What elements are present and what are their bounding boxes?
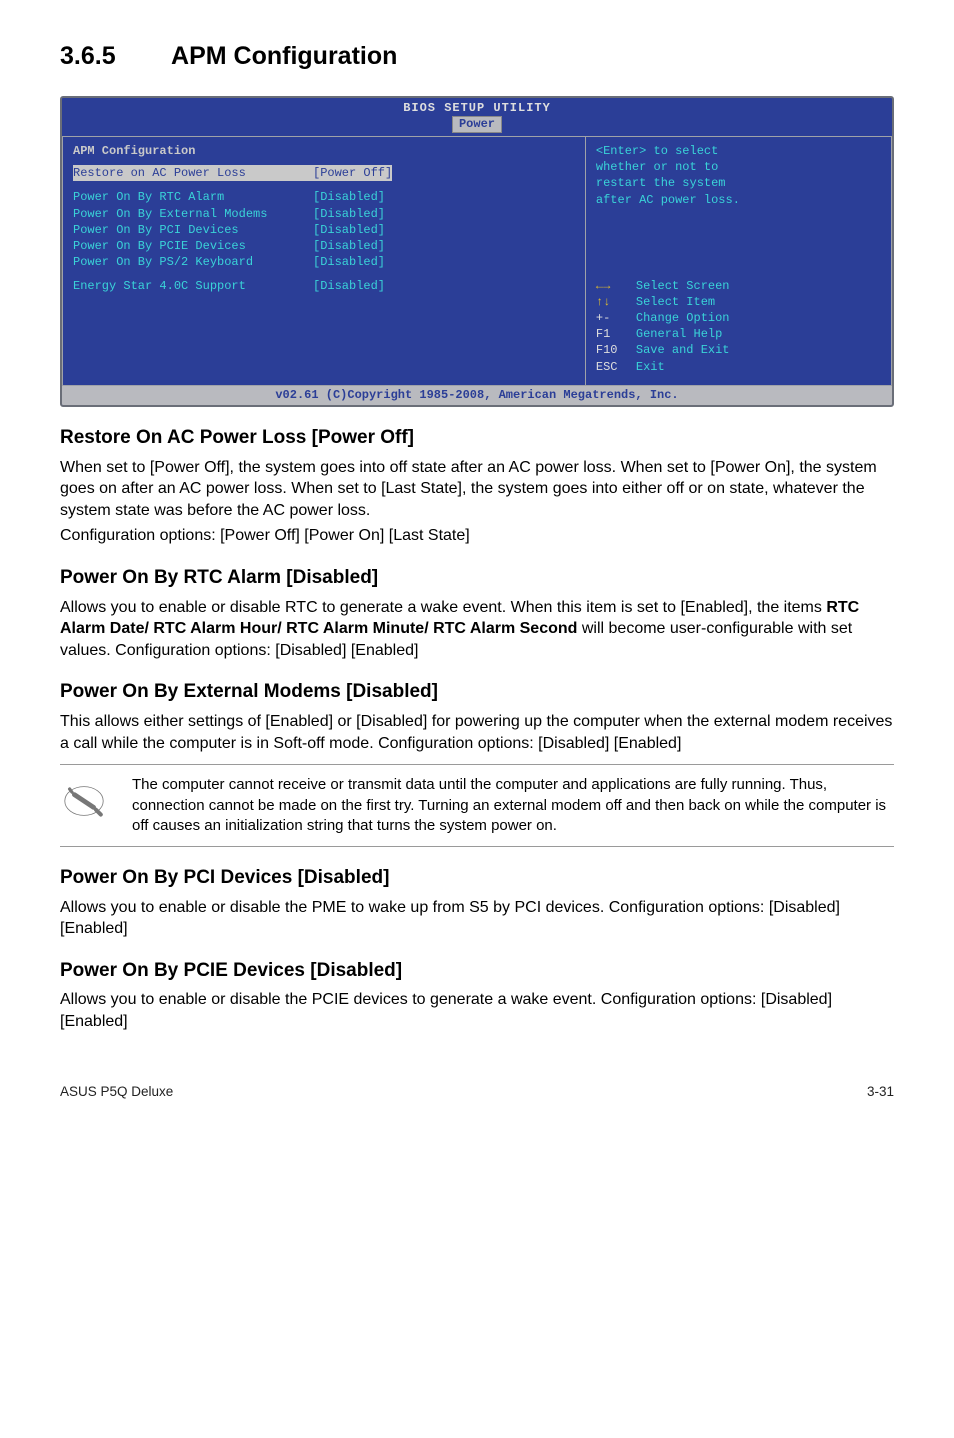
bios-setting-row: Power On By PCI Devices[Disabled]	[73, 222, 575, 238]
subheading-restore: Restore On AC Power Loss [Power Off]	[60, 425, 894, 451]
section-title: APM Configuration	[171, 42, 397, 70]
bios-active-tab: Power	[452, 116, 502, 133]
bios-setting-label: Energy Star 4.0C Support	[73, 278, 313, 294]
bios-setting-value: [Disabled]	[313, 254, 385, 270]
bios-setting-row: Power On By PCIE Devices[Disabled]	[73, 238, 575, 254]
footer-left: ASUS P5Q Deluxe	[60, 1083, 173, 1101]
bios-nav-key: +-	[596, 310, 636, 326]
subheading-pcie: Power On By PCIE Devices [Disabled]	[60, 958, 894, 984]
text-span: Allows you to enable or disable RTC to g…	[60, 599, 826, 616]
section-number: 3.6.5	[60, 40, 165, 74]
paragraph: This allows either settings of [Enabled]…	[60, 711, 894, 754]
bios-nav-key: F1	[596, 326, 636, 342]
bios-body: APM Configuration Restore on AC Power Lo…	[62, 136, 892, 386]
bios-footer: v02.61 (C)Copyright 1985-2008, American …	[62, 386, 892, 405]
bios-nav-help: ←→Select Screen↑↓Select Item+-Change Opt…	[596, 278, 881, 375]
bios-nav-row: ↑↓Select Item	[596, 294, 881, 310]
bios-nav-row: F10Save and Exit	[596, 342, 881, 358]
bios-help-line: restart the system	[596, 175, 881, 191]
paragraph: Allows you to enable or disable the PCIE…	[60, 989, 894, 1032]
paragraph: Allows you to enable or disable RTC to g…	[60, 597, 894, 662]
subheading-extmodem: Power On By External Modems [Disabled]	[60, 679, 894, 705]
bios-nav-text: Change Option	[636, 310, 730, 326]
bios-setting-label: Power On By RTC Alarm	[73, 189, 313, 205]
bios-right-panel: <Enter> to selectwhether or not torestar…	[585, 137, 892, 386]
bios-nav-row: +-Change Option	[596, 310, 881, 326]
bios-setting-row: Energy Star 4.0C Support[Disabled]	[73, 278, 575, 294]
bios-nav-text: Select Item	[636, 294, 715, 310]
note-icon	[60, 775, 114, 832]
bios-setting-row: Restore on AC Power Loss[Power Off]	[73, 165, 392, 181]
bios-setting-label: Power On By PCIE Devices	[73, 238, 313, 254]
bios-setting-value: [Disabled]	[313, 222, 385, 238]
paragraph: When set to [Power Off], the system goes…	[60, 457, 894, 522]
bios-section-header: APM Configuration	[73, 143, 575, 159]
bios-nav-text: Save and Exit	[636, 342, 730, 358]
bios-nav-row: ←→Select Screen	[596, 278, 881, 294]
bios-setting-row: Power On By RTC Alarm[Disabled]	[73, 189, 575, 205]
footer-right: 3-31	[867, 1083, 894, 1101]
bios-setting-value: [Power Off]	[313, 165, 392, 181]
bios-setting-value: [Disabled]	[313, 238, 385, 254]
bios-setting-value: [Disabled]	[313, 278, 385, 294]
bios-setting-label: Restore on AC Power Loss	[73, 165, 313, 181]
paragraph: Allows you to enable or disable the PME …	[60, 897, 894, 940]
bios-nav-key: ESC	[596, 359, 636, 375]
bios-help-line: whether or not to	[596, 159, 881, 175]
bios-setting-label: Power On By PCI Devices	[73, 222, 313, 238]
section-heading: 3.6.5 APM Configuration	[60, 40, 894, 74]
bios-nav-text: Exit	[636, 359, 665, 375]
paragraph: Configuration options: [Power Off] [Powe…	[60, 525, 894, 547]
bios-title-text: BIOS SETUP UTILITY	[403, 100, 551, 116]
bios-help-line: <Enter> to select	[596, 143, 881, 159]
bios-setting-label: Power On By External Modems	[73, 206, 313, 222]
bios-screenshot: BIOS SETUP UTILITY Power APM Configurati…	[60, 96, 894, 407]
bios-help-text: <Enter> to selectwhether or not torestar…	[596, 143, 881, 208]
bios-nav-text: General Help	[636, 326, 722, 342]
bios-left-panel: APM Configuration Restore on AC Power Lo…	[62, 137, 585, 386]
note-box: The computer cannot receive or transmit …	[60, 764, 894, 847]
bios-setting-value: [Disabled]	[313, 206, 385, 222]
bios-nav-key: ↑↓	[596, 294, 636, 310]
bios-nav-row: ESCExit	[596, 359, 881, 375]
bios-help-line: after AC power loss.	[596, 192, 881, 208]
bios-nav-text: Select Screen	[636, 278, 730, 294]
page-footer: ASUS P5Q Deluxe 3-31	[60, 1083, 894, 1101]
bios-setting-row: Power On By PS/2 Keyboard[Disabled]	[73, 254, 575, 270]
subheading-rtc: Power On By RTC Alarm [Disabled]	[60, 565, 894, 591]
subheading-pci: Power On By PCI Devices [Disabled]	[60, 865, 894, 891]
bios-title-bar: BIOS SETUP UTILITY Power	[62, 98, 892, 136]
bios-setting-value: [Disabled]	[313, 189, 385, 205]
bios-setting-row: Power On By External Modems[Disabled]	[73, 206, 575, 222]
bios-nav-row: F1General Help	[596, 326, 881, 342]
note-text: The computer cannot receive or transmit …	[132, 775, 894, 836]
bios-nav-key: F10	[596, 342, 636, 358]
bios-nav-key: ←→	[596, 278, 636, 294]
bios-setting-label: Power On By PS/2 Keyboard	[73, 254, 313, 270]
